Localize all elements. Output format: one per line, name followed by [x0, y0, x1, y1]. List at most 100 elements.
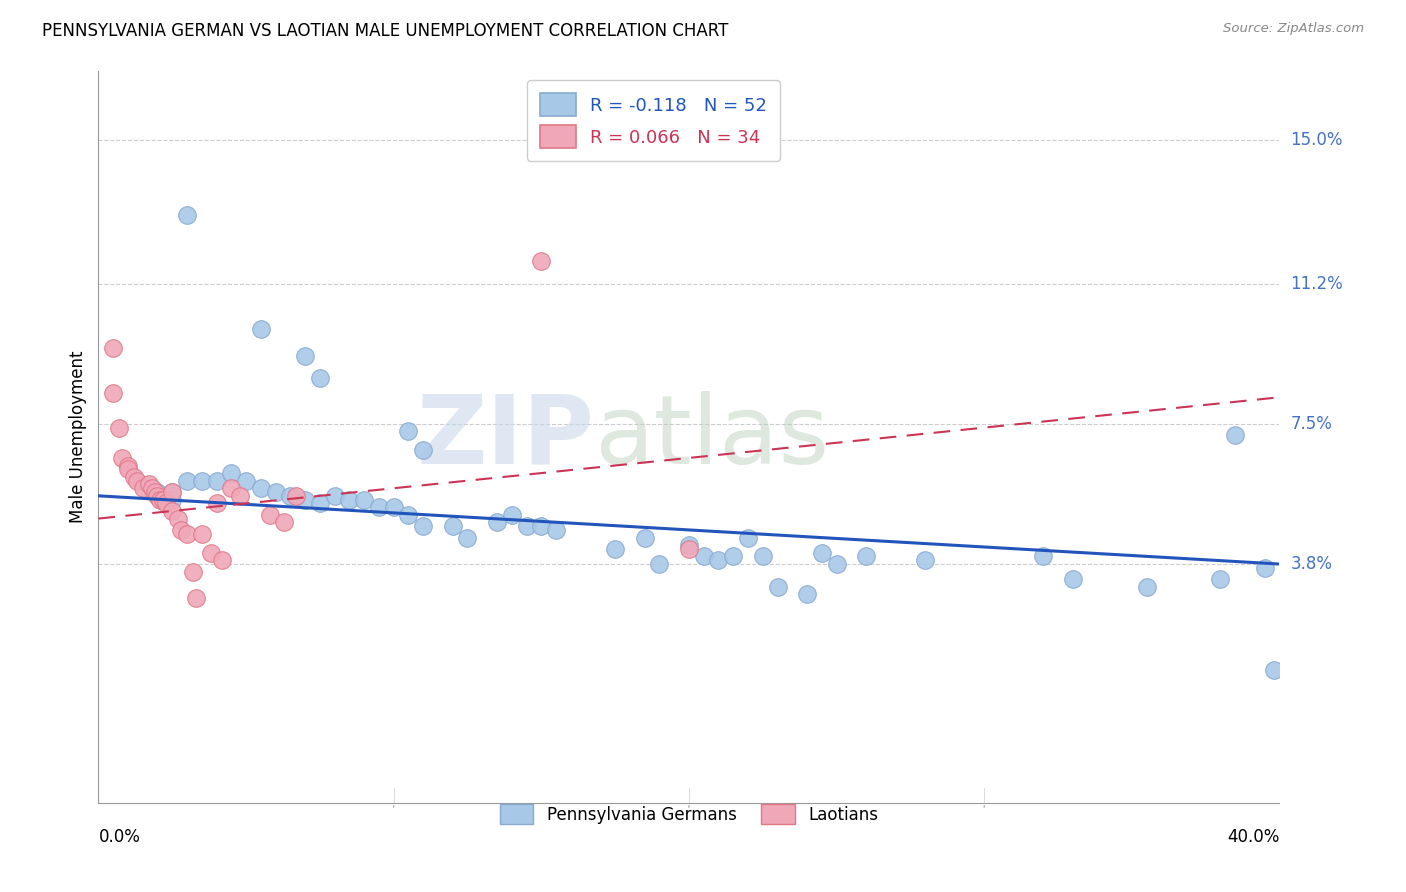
Point — [259, 508, 281, 522]
Point — [530, 519, 553, 533]
Text: ZIP: ZIP — [416, 391, 595, 483]
Point — [250, 322, 273, 336]
Point — [398, 425, 420, 439]
Text: 0.0%: 0.0% — [98, 828, 141, 846]
Point — [1136, 580, 1159, 594]
Point — [103, 341, 125, 355]
Point — [457, 531, 479, 545]
Point — [855, 549, 877, 564]
Point — [398, 508, 420, 522]
Point — [273, 516, 295, 530]
Point — [200, 546, 222, 560]
Point — [1032, 549, 1054, 564]
Point — [678, 541, 700, 556]
Point — [294, 349, 316, 363]
Point — [221, 466, 243, 480]
Legend: Pennsylvania Germans, Laotians: Pennsylvania Germans, Laotians — [494, 797, 884, 831]
Point — [221, 481, 243, 495]
Point — [181, 565, 204, 579]
Point — [412, 443, 434, 458]
Point — [264, 485, 287, 500]
Point — [211, 553, 233, 567]
Point — [162, 485, 183, 500]
Point — [162, 504, 183, 518]
Point — [737, 531, 759, 545]
Point — [339, 492, 361, 507]
Point — [122, 470, 145, 484]
Text: PENNSYLVANIA GERMAN VS LAOTIAN MALE UNEMPLOYMENT CORRELATION CHART: PENNSYLVANIA GERMAN VS LAOTIAN MALE UNEM… — [42, 22, 728, 40]
Point — [810, 546, 832, 560]
Point — [382, 500, 405, 515]
Point — [723, 549, 745, 564]
Point — [309, 371, 332, 385]
Point — [752, 549, 775, 564]
Point — [1263, 663, 1285, 677]
Point — [176, 208, 198, 222]
Point — [176, 474, 198, 488]
Point — [634, 531, 657, 545]
Point — [412, 519, 434, 533]
Point — [138, 477, 160, 491]
Point — [125, 474, 148, 488]
Point — [796, 587, 818, 601]
Point — [825, 557, 848, 571]
Point — [108, 420, 131, 434]
Point — [516, 519, 538, 533]
Point — [170, 523, 193, 537]
Point — [184, 591, 207, 606]
Point — [546, 523, 568, 537]
Point — [250, 481, 273, 495]
Point — [530, 253, 553, 268]
Point — [648, 557, 671, 571]
Point — [205, 496, 228, 510]
Point — [117, 462, 139, 476]
Point — [103, 386, 125, 401]
Point — [132, 481, 155, 495]
Point — [1254, 561, 1277, 575]
Point — [162, 492, 183, 507]
Point — [280, 489, 302, 503]
Point — [693, 549, 716, 564]
Text: 40.0%: 40.0% — [1227, 828, 1279, 846]
Point — [309, 496, 332, 510]
Text: 7.5%: 7.5% — [1291, 415, 1333, 433]
Point — [191, 526, 214, 541]
Y-axis label: Male Unemployment: Male Unemployment — [69, 351, 87, 524]
Point — [486, 516, 509, 530]
Point — [914, 553, 936, 567]
Point — [353, 492, 375, 507]
Text: atlas: atlas — [595, 391, 830, 483]
Point — [501, 508, 523, 522]
Text: Source: ZipAtlas.com: Source: ZipAtlas.com — [1223, 22, 1364, 36]
Point — [1062, 572, 1084, 586]
Point — [441, 519, 464, 533]
Point — [285, 489, 308, 503]
Point — [1225, 428, 1247, 442]
Point — [141, 481, 163, 495]
Point — [229, 489, 252, 503]
Point — [191, 474, 214, 488]
Point — [707, 553, 730, 567]
Point — [149, 492, 172, 507]
Text: 3.8%: 3.8% — [1291, 555, 1333, 573]
Point — [146, 489, 169, 503]
Point — [368, 500, 391, 515]
Point — [117, 458, 139, 473]
Point — [605, 541, 627, 556]
Text: 15.0%: 15.0% — [1291, 130, 1343, 149]
Point — [152, 492, 174, 507]
Point — [111, 450, 134, 465]
Point — [235, 474, 257, 488]
Text: 11.2%: 11.2% — [1291, 275, 1343, 293]
Point — [294, 492, 316, 507]
Point — [323, 489, 346, 503]
Point — [162, 485, 183, 500]
Point — [678, 538, 700, 552]
Point — [766, 580, 789, 594]
Point — [205, 474, 228, 488]
Point — [1209, 572, 1232, 586]
Point — [155, 496, 177, 510]
Point — [176, 526, 198, 541]
Point — [146, 485, 169, 500]
Point — [143, 485, 166, 500]
